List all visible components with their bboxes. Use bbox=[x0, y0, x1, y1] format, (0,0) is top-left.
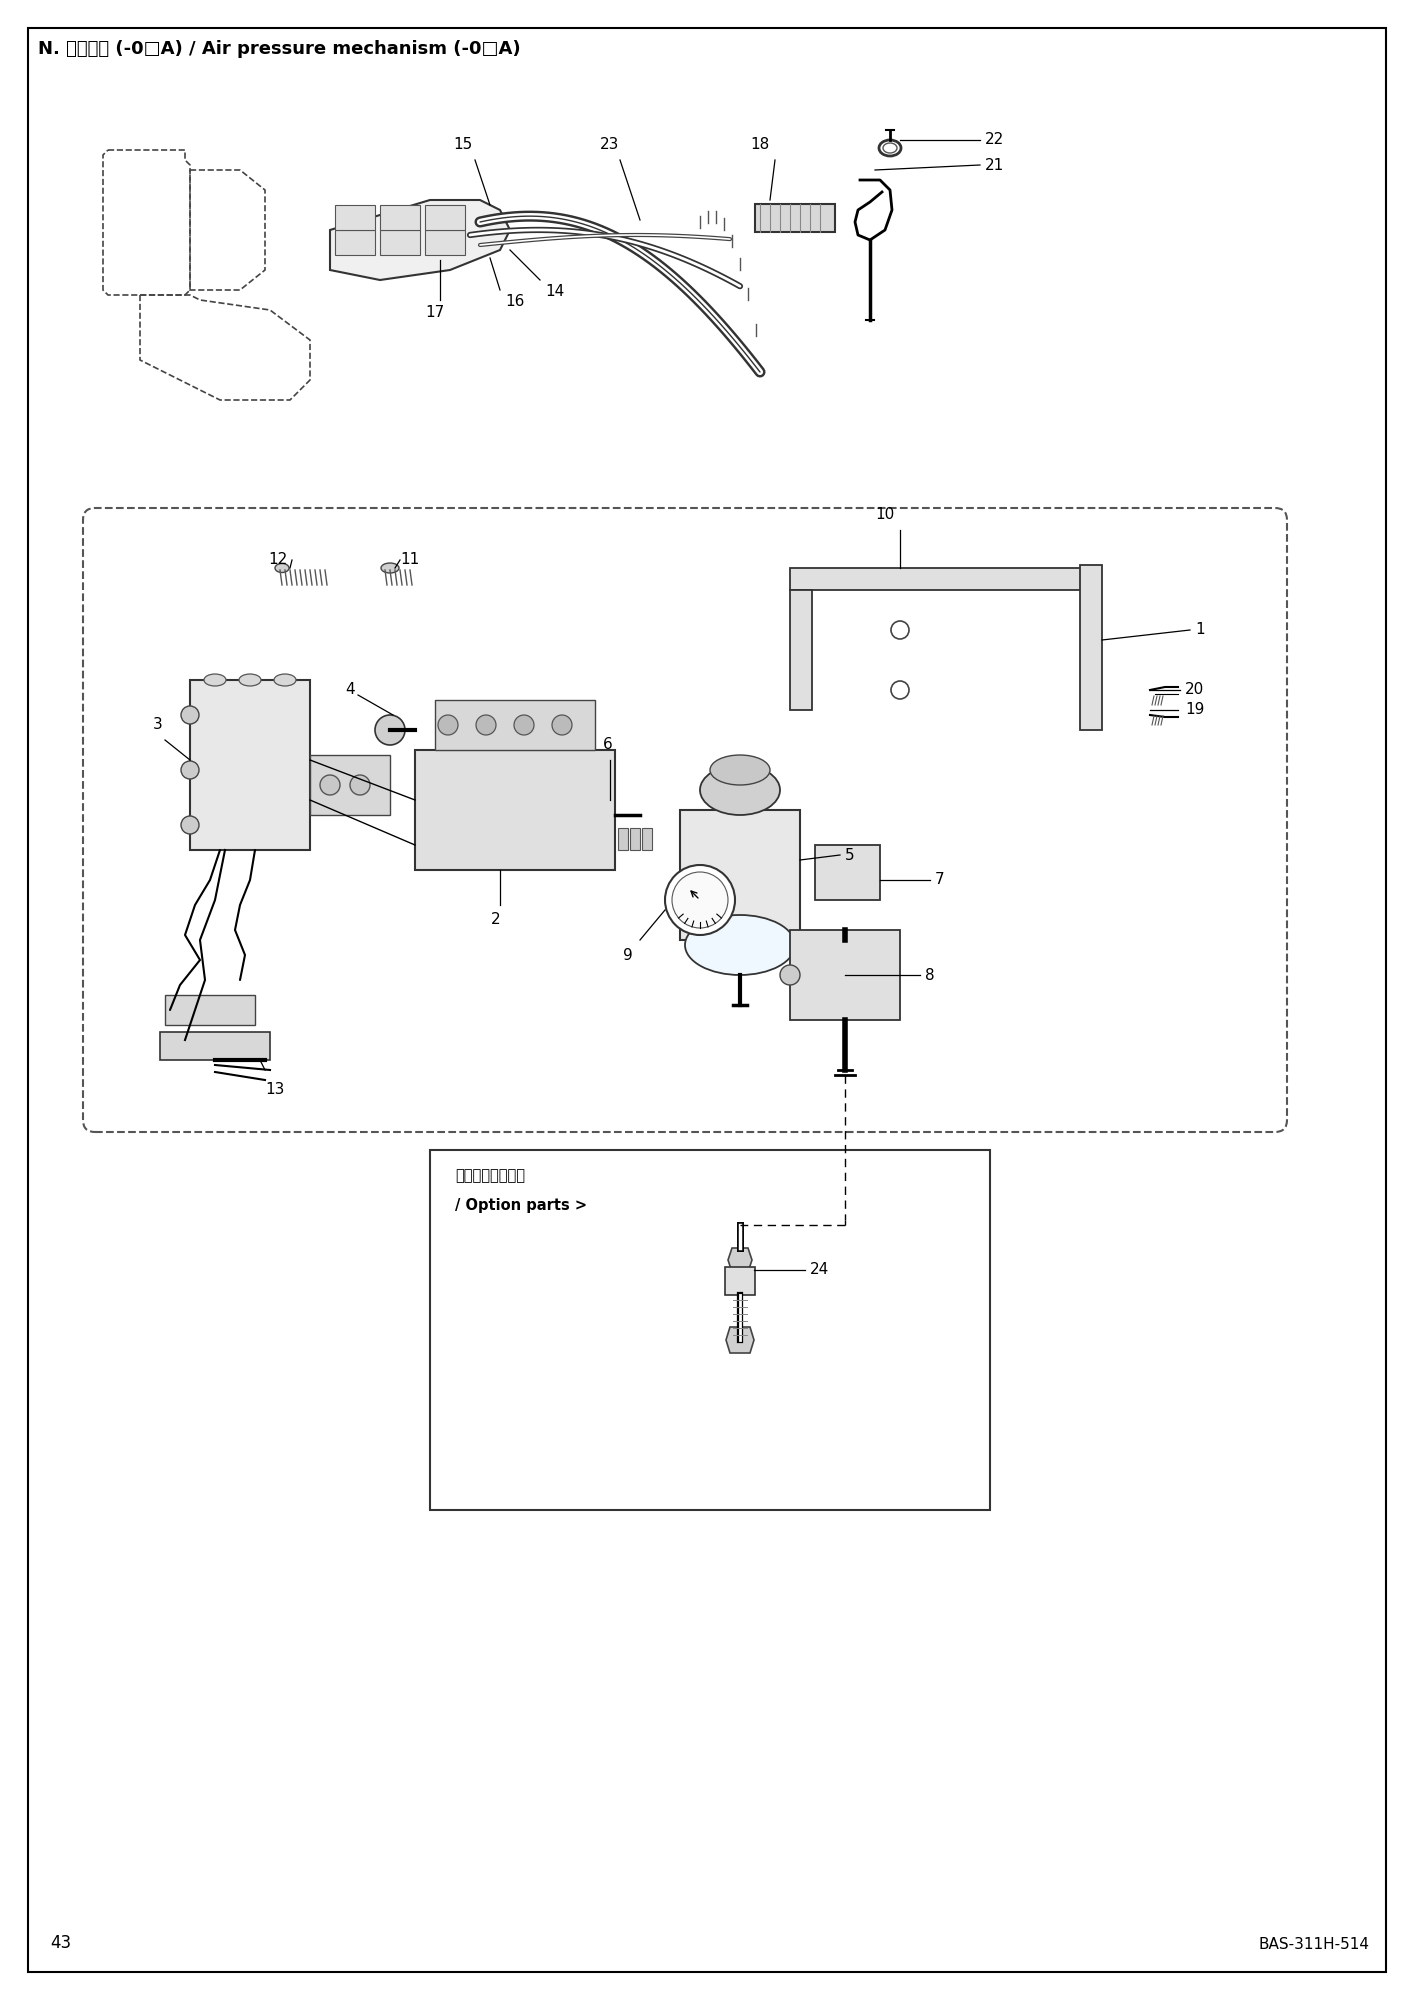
Text: 19: 19 bbox=[1185, 702, 1205, 718]
Text: 12: 12 bbox=[269, 552, 287, 568]
Circle shape bbox=[551, 716, 573, 734]
Circle shape bbox=[477, 716, 496, 734]
Bar bbox=[310, 754, 390, 816]
Circle shape bbox=[891, 620, 909, 640]
Bar bbox=[790, 930, 899, 1020]
Text: ＜オプション部品: ＜オプション部品 bbox=[455, 1168, 525, 1182]
Bar bbox=[165, 994, 255, 1024]
Bar bbox=[414, 750, 615, 870]
Circle shape bbox=[320, 774, 339, 794]
Text: 17: 17 bbox=[426, 304, 444, 320]
Bar bbox=[380, 206, 420, 230]
Bar bbox=[1080, 564, 1102, 730]
Text: 14: 14 bbox=[544, 284, 564, 298]
Bar bbox=[430, 1150, 990, 1510]
Text: 11: 11 bbox=[400, 552, 419, 568]
Text: 23: 23 bbox=[601, 136, 619, 152]
Bar bbox=[755, 204, 836, 232]
Bar bbox=[426, 206, 465, 230]
Ellipse shape bbox=[274, 674, 296, 686]
Ellipse shape bbox=[239, 674, 262, 686]
Text: 8: 8 bbox=[925, 968, 935, 982]
Bar bbox=[189, 680, 310, 850]
Text: 9: 9 bbox=[624, 948, 633, 964]
Text: 13: 13 bbox=[264, 1082, 284, 1096]
Circle shape bbox=[665, 864, 735, 936]
Text: 15: 15 bbox=[454, 136, 472, 152]
Circle shape bbox=[515, 716, 534, 734]
Circle shape bbox=[781, 966, 800, 984]
Ellipse shape bbox=[700, 764, 781, 816]
Circle shape bbox=[438, 716, 458, 734]
Bar bbox=[618, 828, 628, 850]
Bar bbox=[380, 230, 420, 254]
Text: 10: 10 bbox=[875, 506, 895, 522]
Text: / Option parts >: / Option parts > bbox=[455, 1198, 587, 1212]
Text: 2: 2 bbox=[491, 912, 501, 928]
Text: 20: 20 bbox=[1185, 682, 1205, 698]
Circle shape bbox=[181, 706, 199, 724]
Text: 18: 18 bbox=[751, 136, 769, 152]
Text: 16: 16 bbox=[505, 294, 525, 308]
Text: 6: 6 bbox=[604, 736, 612, 752]
Circle shape bbox=[181, 760, 199, 778]
Text: 43: 43 bbox=[49, 1934, 71, 1952]
Ellipse shape bbox=[684, 916, 795, 976]
Text: 24: 24 bbox=[810, 1262, 829, 1278]
Ellipse shape bbox=[710, 754, 771, 784]
Text: BAS-311H-514: BAS-311H-514 bbox=[1258, 1936, 1370, 1952]
Bar bbox=[436, 700, 595, 750]
Polygon shape bbox=[725, 1328, 754, 1352]
Polygon shape bbox=[728, 1248, 752, 1272]
Circle shape bbox=[351, 774, 370, 794]
Polygon shape bbox=[329, 200, 510, 280]
Bar bbox=[335, 230, 375, 254]
Bar bbox=[680, 810, 800, 940]
Text: 7: 7 bbox=[935, 872, 945, 888]
Text: 1: 1 bbox=[1195, 622, 1205, 638]
Circle shape bbox=[181, 816, 199, 834]
Circle shape bbox=[672, 872, 728, 928]
Bar bbox=[631, 828, 641, 850]
Bar bbox=[790, 590, 812, 710]
Bar bbox=[790, 568, 1100, 590]
Text: 22: 22 bbox=[986, 132, 1004, 148]
Bar bbox=[642, 828, 652, 850]
Text: N. 空圧関係 (-0□A) / Air pressure mechanism (-0□A): N. 空圧関係 (-0□A) / Air pressure mechanism … bbox=[38, 40, 520, 58]
Bar bbox=[335, 206, 375, 230]
Text: 3: 3 bbox=[153, 718, 163, 732]
Text: 5: 5 bbox=[846, 848, 854, 862]
Bar bbox=[426, 230, 465, 254]
Text: 21: 21 bbox=[986, 158, 1004, 172]
Text: 4: 4 bbox=[345, 682, 355, 698]
Ellipse shape bbox=[274, 564, 288, 572]
Ellipse shape bbox=[380, 564, 399, 572]
Bar bbox=[160, 1032, 270, 1060]
Bar bbox=[725, 1268, 755, 1296]
Bar bbox=[814, 844, 880, 900]
Circle shape bbox=[891, 680, 909, 700]
Circle shape bbox=[375, 716, 404, 744]
Ellipse shape bbox=[204, 674, 226, 686]
